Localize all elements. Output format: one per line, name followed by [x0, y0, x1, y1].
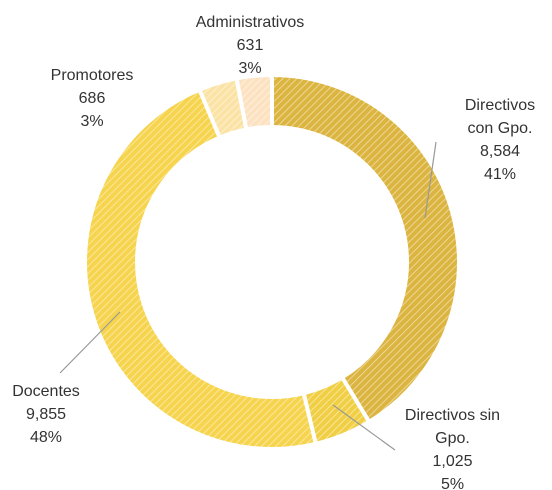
- segment-label: Directivos sin Gpo. 1,025 5%: [395, 404, 510, 490]
- category-label: Directivos con Gpo.: [464, 97, 536, 137]
- value-label: 1,025: [432, 453, 473, 470]
- value-label: 686: [78, 90, 106, 107]
- segment-label: Docentes 9,855 48%: [0, 380, 96, 449]
- segment-label: Directivos con Gpo. 8,584 41%: [445, 94, 552, 186]
- leader-line: [424, 141, 437, 219]
- category-label: Promotores: [50, 67, 134, 84]
- percent-label: 3%: [238, 60, 262, 77]
- category-label: Directivos sin Gpo.: [404, 407, 501, 447]
- percent-label: 41%: [483, 166, 517, 183]
- segment-label: Administrativos 631 3%: [170, 11, 330, 80]
- segment-label: Promotores 686 3%: [42, 64, 142, 133]
- value-label: 631: [236, 37, 264, 54]
- leader-line: [59, 311, 121, 374]
- donut-segment: [234, 72, 274, 132]
- percent-label: 5%: [440, 476, 465, 490]
- value-label: 9,855: [25, 406, 67, 423]
- percent-label: 3%: [80, 113, 104, 130]
- leader-line: [332, 404, 396, 451]
- value-label: 8,584: [479, 143, 521, 160]
- donut-segment: [270, 72, 461, 425]
- category-label: Administrativos: [195, 14, 305, 31]
- donut-segment: [83, 87, 319, 451]
- category-label: Docentes: [12, 383, 80, 400]
- percent-label: 48%: [29, 429, 63, 446]
